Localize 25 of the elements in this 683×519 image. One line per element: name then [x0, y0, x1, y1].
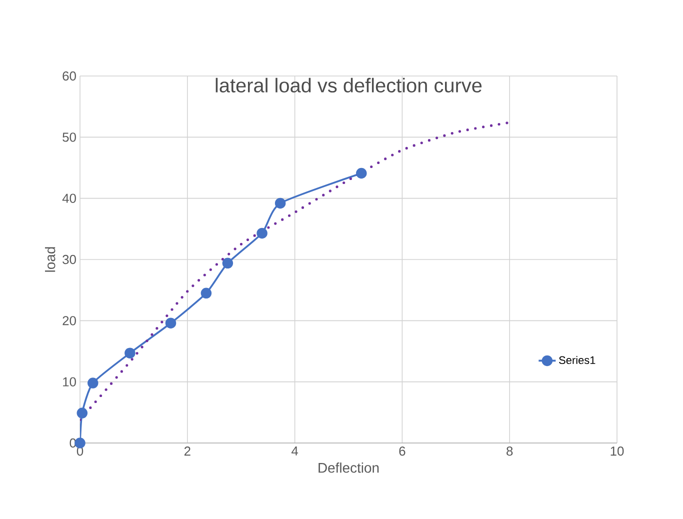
y-tick-label: 20: [62, 316, 76, 326]
y-axis-title: load: [44, 247, 56, 272]
point: [76, 408, 88, 418]
point: [165, 318, 176, 328]
y-tick-label: 50: [62, 132, 76, 142]
x-tick-label: 6: [399, 446, 406, 456]
legend-label: Series1: [559, 356, 596, 364]
line-series: [80, 121, 511, 422]
y-tick-label: 40: [62, 194, 76, 203]
point: [88, 378, 98, 388]
point: [124, 348, 136, 358]
point: [356, 168, 367, 179]
x-tick-label: 4: [292, 446, 298, 456]
y-tick-label: 60: [62, 71, 76, 81]
y-tick-label: 10: [63, 377, 76, 386]
point: [256, 228, 268, 239]
chart-title: lateral load vs deflection curve: [216, 78, 482, 92]
point: [222, 258, 234, 269]
point: [200, 288, 212, 299]
x-tick-label: 10: [610, 446, 624, 456]
point: [274, 198, 286, 209]
x-tick-label: 8: [506, 446, 513, 456]
x-axis-title: Deflection: [318, 462, 379, 473]
y-tick-label: 30: [62, 254, 76, 264]
x-tick-label: 2: [184, 446, 190, 456]
